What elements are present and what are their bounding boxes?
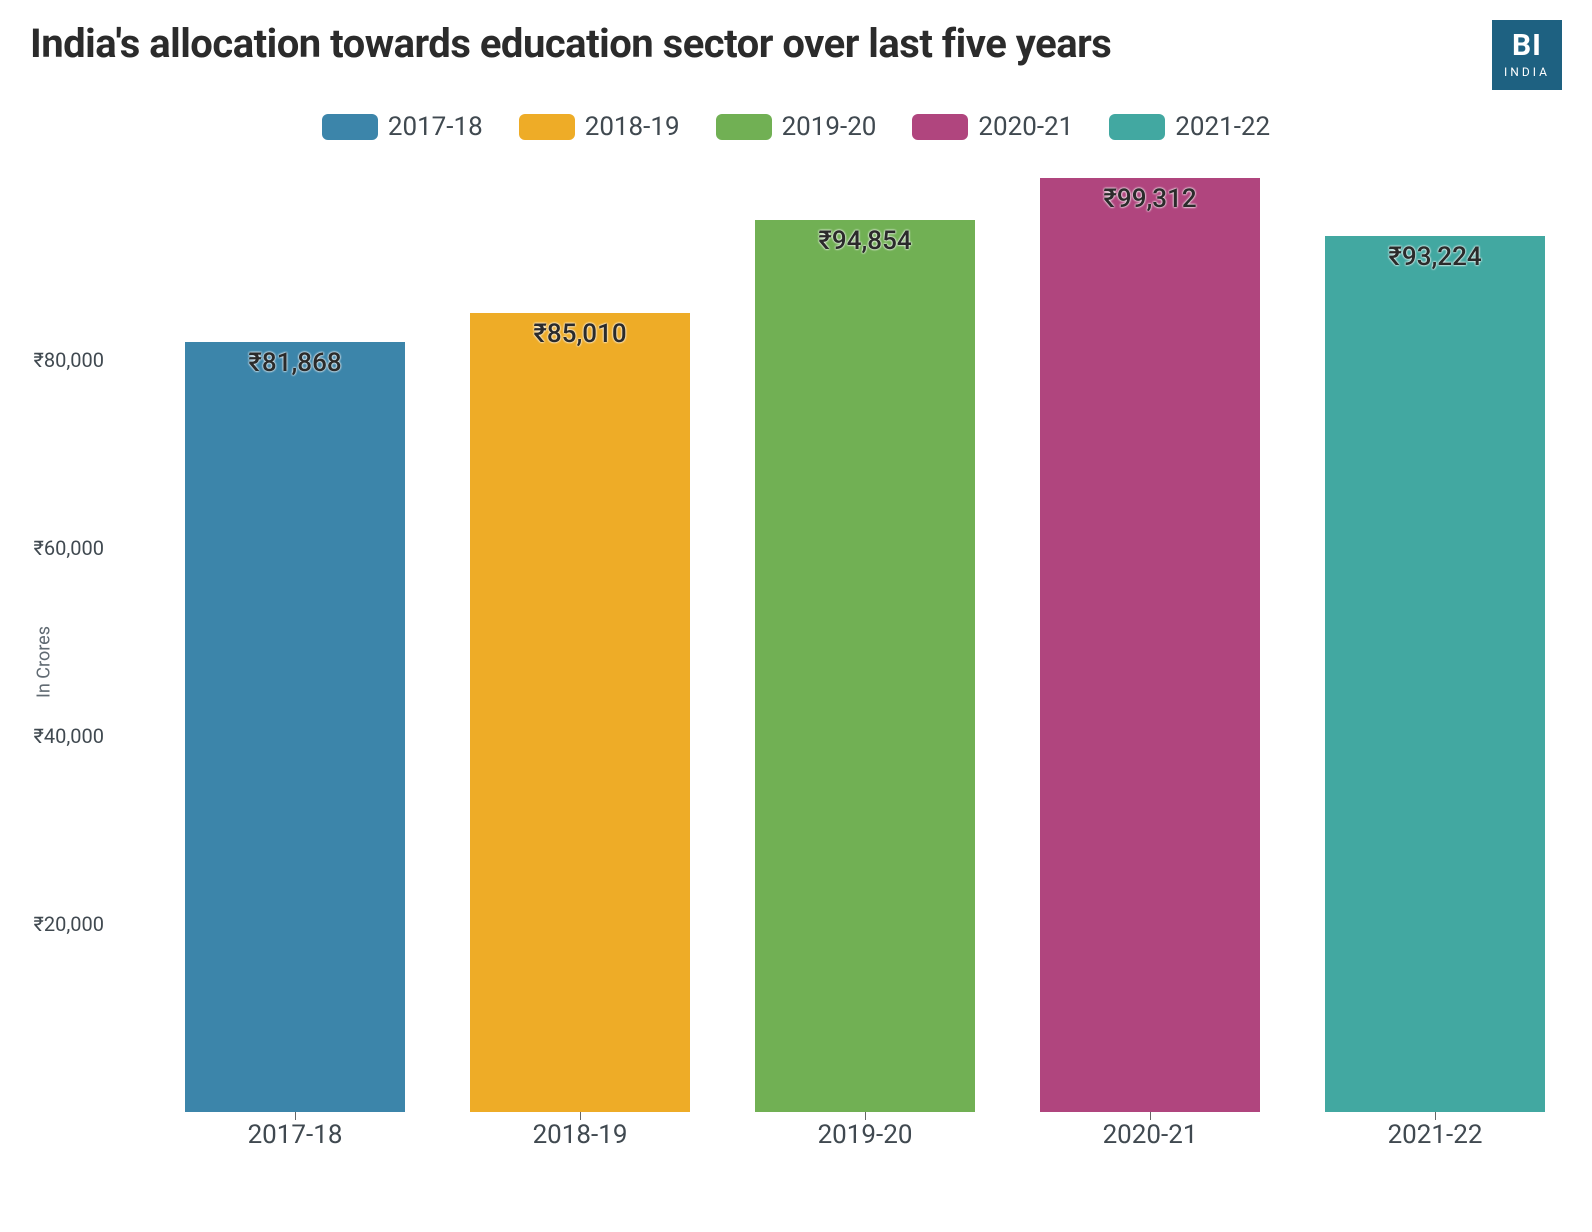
x-tick-2: 2019-20 bbox=[818, 1120, 913, 1150]
bar-2: ₹94,854 bbox=[755, 220, 975, 1112]
legend-label-0: 2017-18 bbox=[388, 112, 483, 142]
legend-item-4: 2021-22 bbox=[1109, 112, 1270, 142]
logo-bottom: INDIA bbox=[1504, 65, 1550, 79]
legend-item-2: 2019-20 bbox=[716, 112, 877, 142]
chart-title: India's allocation towards education sec… bbox=[30, 20, 1111, 67]
bar-slot-0: ₹81,868 2017-18 bbox=[185, 172, 405, 1112]
x-tick-4: 2021-22 bbox=[1388, 1120, 1483, 1150]
logo-top: BI bbox=[1512, 31, 1542, 61]
y-tick-0: ₹20,000 bbox=[8, 912, 104, 936]
title-row: India's allocation towards education sec… bbox=[30, 20, 1562, 90]
legend-swatch-4 bbox=[1109, 114, 1165, 140]
x-tick-3: 2020-21 bbox=[1103, 1120, 1198, 1150]
x-tick-mark-3 bbox=[1150, 1112, 1151, 1120]
bi-india-logo: BI INDIA bbox=[1492, 20, 1562, 90]
x-tick-mark-4 bbox=[1435, 1112, 1436, 1120]
bar-value-label-0: ₹81,868 bbox=[248, 348, 341, 378]
legend-label-2: 2019-20 bbox=[782, 112, 877, 142]
bar-value-label-4: ₹93,224 bbox=[1388, 242, 1481, 272]
bar-slot-1: ₹85,010 2018-19 bbox=[470, 172, 690, 1112]
bar-slot-2: ₹94,854 2019-20 bbox=[755, 172, 975, 1112]
bar-slot-4: ₹93,224 2021-22 bbox=[1325, 172, 1545, 1112]
bar-value-label-2: ₹94,854 bbox=[818, 226, 911, 256]
bar-slot-3: ₹99,312 2020-21 bbox=[1040, 172, 1260, 1112]
x-tick-1: 2018-19 bbox=[533, 1120, 628, 1150]
legend-item-0: 2017-18 bbox=[322, 112, 483, 142]
legend-swatch-1 bbox=[519, 114, 575, 140]
y-tick-2: ₹60,000 bbox=[8, 536, 104, 560]
legend-item-1: 2018-19 bbox=[519, 112, 680, 142]
legend-label-3: 2020-21 bbox=[978, 112, 1073, 142]
x-tick-mark-2 bbox=[865, 1112, 866, 1120]
x-tick-mark-0 bbox=[295, 1112, 296, 1120]
x-tick-0: 2017-18 bbox=[248, 1120, 343, 1150]
bar-value-label-3: ₹99,312 bbox=[1103, 184, 1196, 214]
y-tick-1: ₹40,000 bbox=[8, 724, 104, 748]
legend-swatch-0 bbox=[322, 114, 378, 140]
bar-value-label-1: ₹85,010 bbox=[533, 319, 626, 349]
legend-swatch-2 bbox=[716, 114, 772, 140]
bar-1: ₹85,010 bbox=[470, 313, 690, 1112]
bar-4: ₹93,224 bbox=[1325, 236, 1545, 1112]
x-tick-mark-1 bbox=[580, 1112, 581, 1120]
legend-swatch-3 bbox=[912, 114, 968, 140]
legend-label-4: 2021-22 bbox=[1175, 112, 1270, 142]
chart-container: India's allocation towards education sec… bbox=[0, 0, 1592, 1232]
bar-3: ₹99,312 bbox=[1040, 178, 1260, 1112]
y-axis-label: In Crores bbox=[34, 626, 55, 698]
legend-item-3: 2020-21 bbox=[912, 112, 1073, 142]
bar-0: ₹81,868 bbox=[185, 342, 405, 1112]
plot-area: In Crores ₹20,000 ₹40,000 ₹60,000 ₹80,00… bbox=[120, 172, 1570, 1152]
legend: 2017-18 2018-19 2019-20 2020-21 2021-22 bbox=[30, 112, 1562, 142]
bars-area: ₹81,868 2017-18 ₹85,010 2018-19 ₹94,854 … bbox=[120, 172, 1570, 1112]
y-tick-3: ₹80,000 bbox=[8, 348, 104, 372]
legend-label-1: 2018-19 bbox=[585, 112, 680, 142]
